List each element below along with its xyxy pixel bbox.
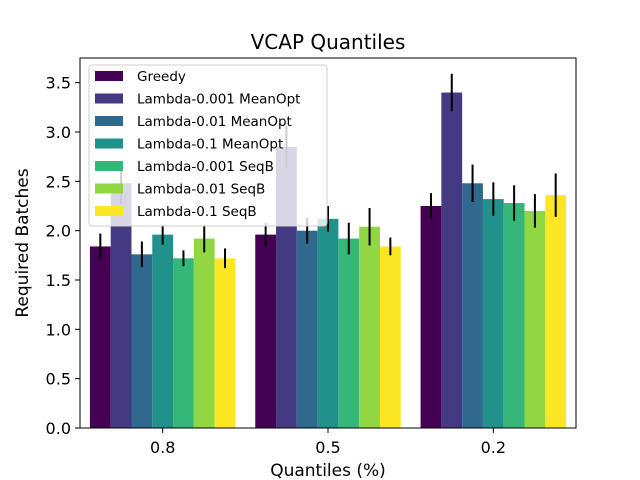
x-tick-label: 0.8 bbox=[150, 438, 175, 457]
y-tick-label: 2.5 bbox=[46, 172, 71, 191]
x-axis: 0.8 0.5 0.2 bbox=[150, 428, 506, 457]
bar-0.5-lambda-0-1-seqb bbox=[379, 246, 401, 428]
legend: Greedy Lambda-0.001 MeanOpt Lambda-0.01 Me… bbox=[88, 64, 328, 227]
bar-0.5-lambda-0-01-seqb bbox=[359, 226, 380, 428]
bar-0.8-lambda-0-01-meanopt bbox=[131, 254, 153, 428]
legend-entry: Lambda-0.1 MeanOpt bbox=[137, 137, 283, 153]
bar-0.5-lambda-0-1-meanopt bbox=[317, 218, 339, 428]
y-axis-label: Required Batches bbox=[13, 168, 33, 317]
y-tick-label: 2.0 bbox=[46, 222, 71, 241]
legend-swatch-lambda-0-001-seqb bbox=[95, 161, 123, 171]
bar-0.2-lambda-0-01-meanopt bbox=[462, 183, 483, 428]
y-tick-label: 1.5 bbox=[46, 271, 71, 290]
bar-0.5-lambda-0-001-seqb bbox=[338, 238, 360, 428]
legend-swatch-lambda-0-1-meanopt bbox=[95, 138, 123, 149]
bar-0.8-lambda-0-1-seqb bbox=[214, 258, 236, 428]
legend-swatch-lambda-0-1-seqb bbox=[95, 206, 123, 216]
bar-0.8-lambda-0-001-meanopt bbox=[110, 183, 132, 428]
bars-layer bbox=[89, 92, 567, 429]
y-tick-label: 3.0 bbox=[46, 123, 71, 142]
legend-entry: Lambda-0.01 SeqB bbox=[137, 182, 265, 198]
legend-entry: Greedy bbox=[137, 69, 186, 85]
bar-0.2-lambda-0-1-seqb bbox=[545, 195, 567, 428]
x-tick-label: 0.2 bbox=[481, 438, 506, 457]
legend-swatch-lambda-0-01-meanopt bbox=[95, 116, 123, 126]
y-tick-label: 1.0 bbox=[46, 320, 71, 339]
x-axis-label: Quantiles (%) bbox=[270, 461, 386, 480]
legend-swatch-lambda-0-001-meanopt bbox=[95, 93, 123, 104]
legend-swatch-greedy bbox=[95, 71, 123, 81]
bar-0.8-greedy bbox=[89, 246, 111, 428]
legend-entry: Lambda-0.001 SeqB bbox=[137, 159, 274, 175]
bar-0.2-greedy bbox=[420, 206, 442, 428]
legend-frame bbox=[88, 64, 328, 227]
bar-0.8-lambda-0-001-seqb bbox=[173, 258, 194, 428]
chart-title: VCAP Quantiles bbox=[251, 30, 406, 54]
legend-entry: Lambda-0.01 MeanOpt bbox=[137, 114, 292, 130]
bar-0.8-lambda-0-01-seqb bbox=[193, 238, 215, 428]
bar-0.8-lambda-0-1-meanopt bbox=[152, 234, 174, 428]
bar-0.2-lambda-0-001-seqb bbox=[503, 203, 525, 428]
y-tick-label: 3.5 bbox=[46, 74, 71, 93]
legend-swatch-lambda-0-01-seqb bbox=[95, 183, 123, 194]
legend-entry: Lambda-0.001 MeanOpt bbox=[137, 92, 300, 108]
legend-entry: Lambda-0.1 SeqB bbox=[137, 204, 257, 220]
bar-0.2-lambda-0-001-meanopt bbox=[441, 92, 463, 429]
y-tick-label: 0.5 bbox=[46, 370, 71, 389]
bar-0.2-lambda-0-1-meanopt bbox=[482, 199, 504, 428]
bar-0.2-lambda-0-01-seqb bbox=[524, 210, 546, 428]
bar-0.5-lambda-0-01-meanopt bbox=[296, 230, 318, 428]
bar-0.5-greedy bbox=[255, 234, 277, 428]
x-tick-label: 0.5 bbox=[315, 438, 340, 457]
y-axis: 0.0 0.5 1.0 1.5 2.0 2.5 3.0 3.5 bbox=[46, 74, 80, 438]
y-tick-label: 0.0 bbox=[46, 419, 71, 438]
